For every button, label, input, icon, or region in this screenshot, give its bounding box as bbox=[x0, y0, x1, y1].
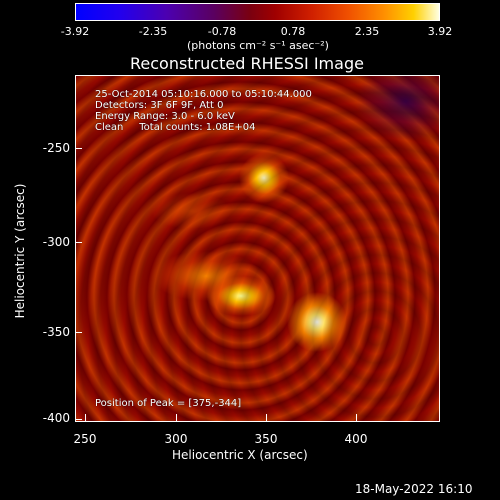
colorbar bbox=[75, 3, 440, 21]
xtick-mark bbox=[176, 414, 177, 421]
y-axis-label: Heliocentric Y (arcsec) bbox=[13, 183, 27, 319]
xtick-mark bbox=[85, 414, 86, 421]
ytick-label: -250 bbox=[42, 141, 70, 155]
ytick-mark bbox=[75, 419, 82, 420]
xtick-label: 250 bbox=[73, 432, 97, 446]
xtick-label: 300 bbox=[164, 432, 188, 446]
info-line-time: 25-Oct-2014 05:10:16.000 to 05:10:44.000 bbox=[95, 89, 312, 100]
colorbar-tick-label: -2.35 bbox=[138, 25, 168, 38]
info-line-clean: Clean Total counts: 1.08E+04 bbox=[95, 122, 256, 133]
datestamp: 18-May-2022 16:10 bbox=[355, 482, 473, 496]
ytick-mark bbox=[75, 242, 82, 243]
xtick-mark bbox=[266, 414, 267, 421]
colorbar-gradient bbox=[75, 3, 440, 21]
colorbar-tick-label: 2.35 bbox=[354, 25, 380, 38]
rhessi-image bbox=[75, 75, 440, 422]
colorbar-tick-label: 3.92 bbox=[427, 25, 453, 38]
info-line-energy: Energy Range: 3.0 - 6.0 keV bbox=[95, 111, 235, 122]
xtick-label: 400 bbox=[344, 432, 368, 446]
plot-title: Reconstructed RHESSI Image bbox=[130, 54, 364, 73]
x-axis-label: Heliocentric X (arcsec) bbox=[172, 448, 308, 462]
colorbar-tick-label: -3.92 bbox=[60, 25, 90, 38]
colorbar-units: (photons cm⁻² s⁻¹ asec⁻²) bbox=[187, 39, 329, 52]
peak-position-text: Position of Peak = [375,-344] bbox=[95, 398, 242, 409]
ytick-label: -400 bbox=[42, 411, 70, 425]
info-line-detectors: Detectors: 3F 6F 9F, Att 0 bbox=[95, 100, 224, 111]
colorbar-tick-label: 0.78 bbox=[280, 25, 306, 38]
xtick-label: 350 bbox=[254, 432, 278, 446]
ytick-label: -350 bbox=[42, 325, 70, 339]
ytick-label: -300 bbox=[42, 235, 70, 249]
ytick-mark bbox=[75, 148, 82, 149]
ytick-mark bbox=[75, 332, 82, 333]
colorbar-tick-label: -0.78 bbox=[207, 25, 237, 38]
xtick-mark bbox=[356, 414, 357, 421]
